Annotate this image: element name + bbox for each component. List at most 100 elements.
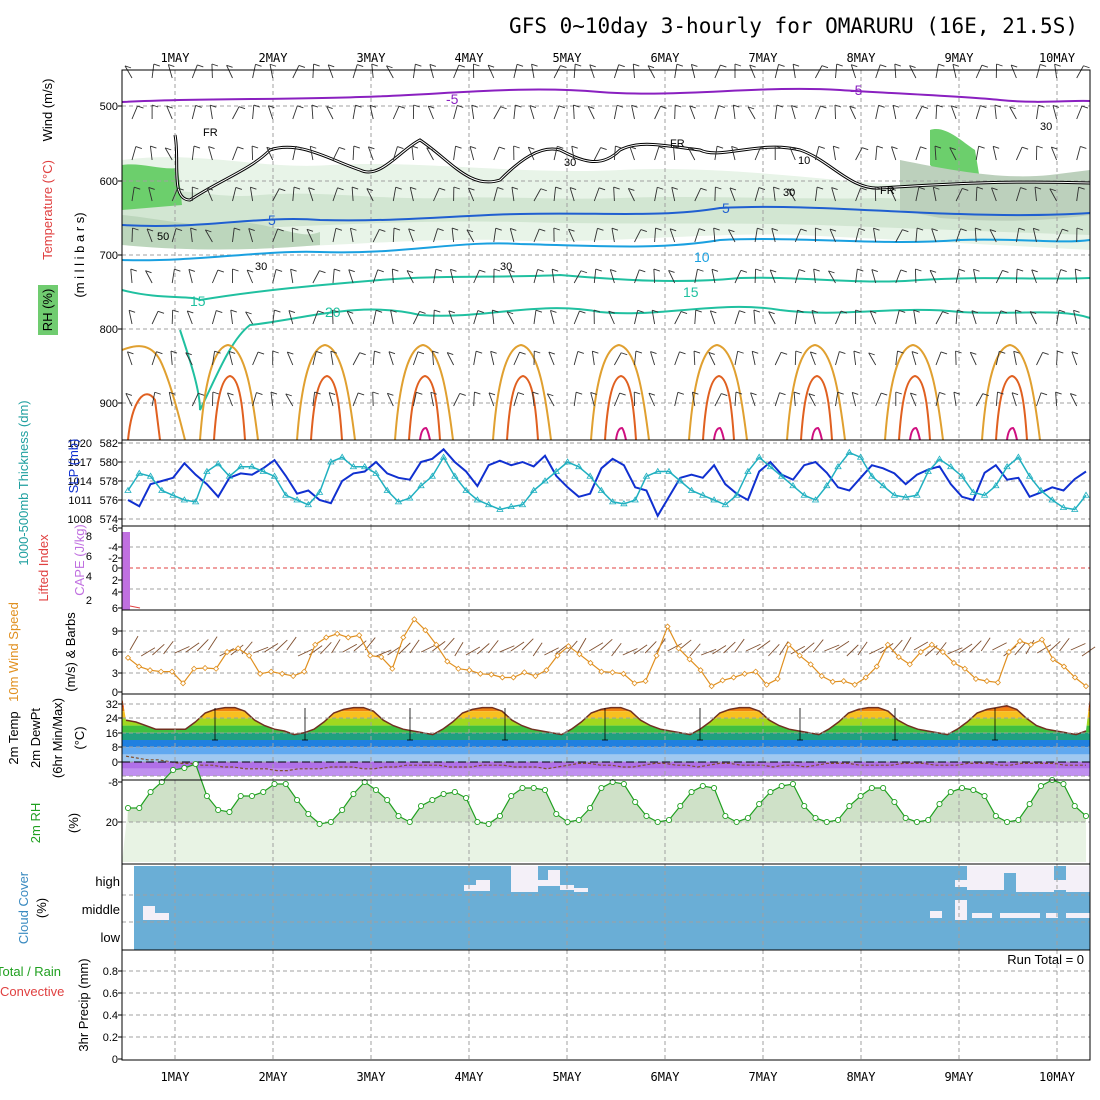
wind-barb-flag bbox=[228, 350, 236, 354]
wind-barb bbox=[532, 392, 535, 407]
wind10m-barb bbox=[644, 641, 657, 654]
axis-tick-label: 9 bbox=[112, 626, 118, 638]
rh2m-marker bbox=[1082, 812, 1090, 820]
wind10m-marker bbox=[642, 678, 649, 685]
wind-barb bbox=[975, 186, 978, 202]
axis-tick-label: 580 bbox=[100, 457, 118, 469]
axis-tick-label: 700 bbox=[100, 250, 118, 262]
cloud-clear-cell bbox=[1066, 866, 1090, 892]
wind10m-marker bbox=[543, 667, 550, 674]
wind-barb-flag bbox=[555, 186, 562, 190]
wind-barb bbox=[351, 187, 354, 202]
wind10m-barb bbox=[409, 639, 420, 654]
wind-barb bbox=[211, 351, 216, 366]
thickness-marker bbox=[856, 453, 865, 460]
axis-tick-label: 32 bbox=[106, 699, 118, 711]
rh2m-marker bbox=[361, 778, 368, 786]
wind-barb-flag bbox=[272, 350, 279, 354]
label-precip-3hr: 3hr Precip (mm) bbox=[76, 958, 91, 1051]
wind-barb-flag bbox=[237, 146, 244, 150]
wind-barb-flag bbox=[319, 270, 326, 274]
isotherm-35-lobe bbox=[713, 426, 725, 441]
wind-barb-flag bbox=[1060, 269, 1067, 273]
wind-barb bbox=[654, 187, 658, 202]
wind-barb bbox=[209, 105, 213, 120]
wind10m-marker bbox=[246, 652, 253, 659]
wind-barb bbox=[427, 105, 434, 120]
isotherm-35-lobe bbox=[811, 426, 823, 441]
wind-barb bbox=[573, 351, 579, 366]
wind-barb-flag bbox=[347, 310, 354, 314]
wind-barb bbox=[934, 146, 937, 161]
wind10m-marker bbox=[323, 634, 330, 641]
wind-barb-flag bbox=[910, 392, 917, 396]
wind-barb-flag bbox=[909, 65, 916, 68]
wind-barb bbox=[955, 310, 958, 325]
rh2m-marker bbox=[530, 784, 537, 792]
rh2m-marker bbox=[834, 816, 842, 824]
rh2m-marker bbox=[406, 818, 413, 826]
thickness-marker bbox=[236, 462, 245, 470]
thickness-marker bbox=[710, 496, 718, 503]
axis-tick-label: 574 bbox=[100, 514, 118, 526]
isotherm-25-lobe bbox=[884, 343, 944, 441]
wind-barb-flag bbox=[815, 227, 822, 231]
wind-barb-flag bbox=[918, 186, 925, 190]
wind-barb bbox=[734, 310, 740, 325]
wind-barb-flag bbox=[216, 310, 223, 313]
wind-barb-flag bbox=[571, 145, 578, 149]
contour-label-15b: 15 bbox=[683, 284, 699, 300]
rh2m-marker bbox=[1004, 818, 1011, 826]
wind10m-barb bbox=[611, 642, 622, 657]
thickness-marker bbox=[890, 491, 899, 498]
axis-tick-label: -2 bbox=[108, 553, 118, 565]
thickness-marker bbox=[642, 472, 651, 479]
wind-barb bbox=[1036, 64, 1041, 79]
wind-barb bbox=[634, 269, 640, 284]
wind-barb bbox=[694, 188, 702, 202]
wind-barb bbox=[875, 146, 878, 161]
thickness-marker bbox=[789, 481, 797, 489]
temp2m-line bbox=[125, 705, 1087, 736]
wind-barb bbox=[935, 311, 943, 325]
wind-barb bbox=[975, 146, 980, 161]
contour-label-minus5: -5 bbox=[446, 91, 459, 107]
wind-barb bbox=[432, 351, 434, 366]
wind10m-marker bbox=[168, 668, 176, 675]
wind-barb-flag bbox=[125, 392, 133, 396]
wind10m-barb bbox=[253, 646, 269, 654]
wind-barb bbox=[789, 146, 796, 161]
wind-barb bbox=[312, 351, 317, 366]
wind-barb bbox=[613, 146, 616, 161]
wind-barb-flag bbox=[752, 350, 759, 354]
wind-barb-flag bbox=[529, 105, 537, 109]
rh2m-fill bbox=[128, 764, 1086, 822]
wind10m-marker bbox=[994, 679, 1001, 686]
wind-barb bbox=[614, 352, 622, 366]
wind10m-marker bbox=[455, 665, 462, 672]
wind10m-marker bbox=[928, 641, 935, 648]
cloud-clear-cell bbox=[967, 866, 1004, 890]
wind10m-panel: 9 6 3 0 bbox=[112, 609, 1096, 699]
wind-barb bbox=[130, 269, 133, 284]
wind-barb bbox=[166, 105, 173, 120]
wind-barb bbox=[828, 270, 836, 284]
wind-barb-flag bbox=[290, 268, 297, 272]
wind-barb-flag bbox=[406, 270, 414, 273]
wind-barb bbox=[245, 311, 253, 325]
wind-barb bbox=[853, 351, 857, 366]
wind-barb-flag bbox=[1000, 310, 1008, 314]
date-label-bottom: 6MAY bbox=[651, 1070, 681, 1084]
wind10m-barb bbox=[701, 648, 717, 656]
wind-barb bbox=[1049, 188, 1057, 202]
thickness-marker bbox=[901, 493, 910, 500]
wind-barb-flag bbox=[292, 227, 299, 231]
wind-barb bbox=[308, 187, 314, 202]
contour-label-rh30c: 30 bbox=[255, 261, 267, 273]
wind10m-barb bbox=[1036, 644, 1052, 654]
wind-barb bbox=[272, 188, 280, 202]
date-label-top: 1MAY bbox=[161, 51, 191, 65]
wind-barb-flag bbox=[474, 391, 481, 395]
wind-barb-flag bbox=[728, 229, 735, 233]
